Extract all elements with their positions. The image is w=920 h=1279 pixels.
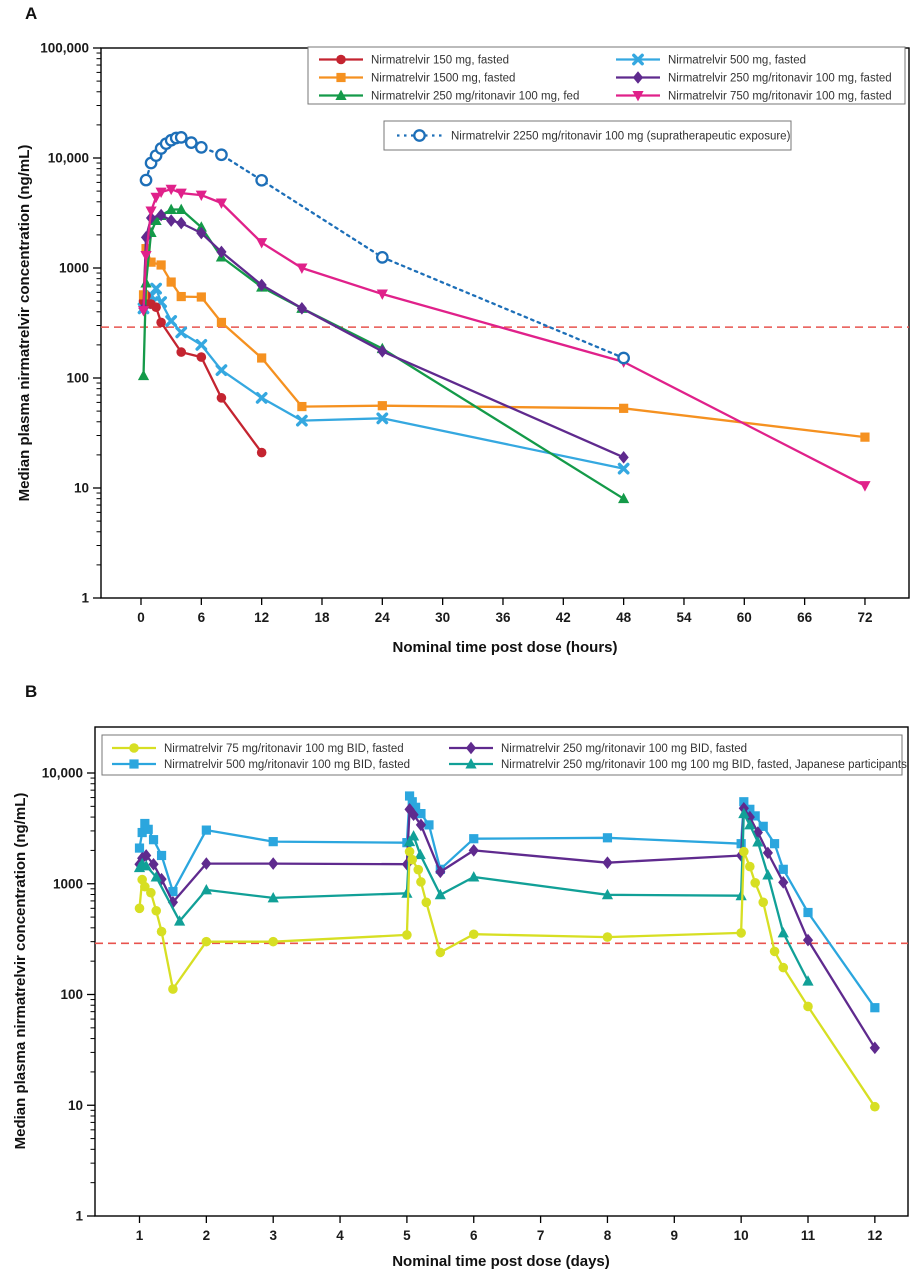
x-tick-label: 4 [336, 1228, 344, 1243]
legend-label: Nirmatrelvir 750 mg/ritonavir 100 mg, fa… [668, 91, 892, 103]
y-tick-label: 1000 [53, 876, 83, 891]
x-tick-label: 30 [435, 610, 450, 625]
legend: Nirmatrelvir 75 mg/ritonavir 100 mg BID,… [101, 734, 907, 776]
y-axis-title: Median plasma nirmatrelvir concentration… [12, 793, 29, 1150]
x-tick-label: 12 [254, 610, 269, 625]
x-axis-title: Nominal time post dose (hours) [392, 639, 617, 656]
series-4 [138, 208, 629, 464]
x-tick-label: 9 [671, 1228, 679, 1243]
legend-label: Nirmatrelvir 500 mg, fasted [668, 55, 806, 67]
legend-box [101, 734, 903, 776]
legend-box [307, 46, 906, 105]
series-0 [138, 290, 267, 458]
x-tick-label: 8 [604, 1228, 612, 1243]
x-tick-label: 5 [403, 1228, 411, 1243]
series-6 [139, 131, 630, 365]
y-tick-label: 1000 [59, 261, 89, 276]
x-tick-label: 24 [375, 610, 391, 625]
panel-b-label: B [25, 682, 38, 701]
panel-a-chart: 1 10 100 1000 10,000 100,000 0 6 12 18 24 30 36 42 48 5… [16, 41, 910, 656]
x-axis-title: Nominal time post dose (days) [392, 1253, 610, 1270]
x-tick-label: 6 [470, 1228, 478, 1243]
x-tick-label: 1 [136, 1228, 144, 1243]
legend-entry: Nirmatrelvir 1500 mg, fasted [319, 73, 515, 85]
series-5 [137, 184, 871, 492]
legend-label: Nirmatrelvir 250 mg/ritonavir 100 mg BID… [501, 743, 747, 755]
series-0 [134, 846, 880, 1112]
y-tick-label: 10 [74, 481, 89, 496]
series-line [138, 807, 876, 1049]
x-tick-label: 54 [676, 610, 692, 625]
x-tick-label: 66 [797, 610, 813, 625]
panel-a-label: A [25, 4, 38, 23]
legend-label: Nirmatrelvir 2250 mg/ritonavir 100 mg (s… [451, 131, 791, 143]
y-axis-title: Median plasma nirmatrelvir concentration… [16, 145, 33, 502]
legend-entry-supratherapeutic: Nirmatrelvir 2250 mg/ritonavir 100 mg (s… [383, 120, 792, 151]
legend-box [383, 120, 792, 151]
y-tick-label: 1 [75, 1209, 83, 1224]
x-tick-label: 36 [495, 610, 511, 625]
x-tick-label: 60 [737, 610, 752, 625]
y-tick-label: 10,000 [42, 766, 83, 781]
legend-label: Nirmatrelvir 500 mg/ritonavir 100 mg BID… [164, 759, 410, 771]
legend-entry: Nirmatrelvir 750 mg/ritonavir 100 mg, fa… [616, 91, 892, 103]
legend-label: Nirmatrelvir 1500 mg, fasted [371, 73, 515, 85]
y-tick-label: 10 [68, 1098, 83, 1113]
legend-label: Nirmatrelvir 250 mg/ritonavir 100 mg, fe… [371, 91, 579, 103]
x-tick-label: 3 [269, 1228, 277, 1243]
x-tick-label: 11 [801, 1228, 816, 1243]
x-tick-label: 48 [616, 610, 632, 625]
legend-entry: Nirmatrelvir 500 mg, fasted [616, 53, 806, 67]
x-tick-label: 10 [734, 1228, 749, 1243]
axes: 1 10 100 1000 10,000 100,000 0 6 12 18 24 30 36 42 48 5… [40, 41, 872, 626]
series-line [142, 188, 867, 487]
y-tick-label: 100,000 [40, 41, 89, 56]
x-tick-label: 2 [203, 1228, 211, 1243]
x-tick-label: 6 [198, 610, 206, 625]
x-tick-label: 12 [867, 1228, 882, 1243]
y-tick-label: 10,000 [48, 151, 89, 166]
legend-label: Nirmatrelvir 150 mg, fasted [371, 55, 509, 67]
legend-entry: Nirmatrelvir 250 mg/ritonavir 100 mg, fe… [319, 89, 579, 103]
x-tick-label: 7 [537, 1228, 545, 1243]
plot-border [94, 726, 909, 1217]
y-tick-label: 100 [60, 987, 83, 1002]
legend-entry: Nirmatrelvir 500 mg/ritonavir 100 mg BID… [112, 759, 410, 771]
x-tick-label: 72 [857, 610, 872, 625]
x-tick-label: 0 [137, 610, 145, 625]
y-tick-label: 1 [81, 591, 89, 606]
legend: Nirmatrelvir 150 mg, fasted Nirmatrelvir … [307, 46, 906, 151]
legend-entry: Nirmatrelvir 75 mg/ritonavir 100 mg BID,… [112, 743, 404, 755]
x-tick-label: 42 [556, 610, 571, 625]
legend-label: Nirmatrelvir 75 mg/ritonavir 100 mg BID,… [164, 743, 404, 755]
legend-entry: Nirmatrelvir 150 mg, fasted [319, 55, 509, 67]
series-3 [133, 807, 814, 986]
x-tick-label: 18 [314, 610, 330, 625]
legend-label: Nirmatrelvir 250 mg/ritonavir 100 mg, fa… [668, 73, 892, 85]
legend-entry: Nirmatrelvir 250 mg/ritonavir 100 mg, fa… [616, 71, 892, 85]
legend-entry: Nirmatrelvir 250 mg/ritonavir 100 mg 100… [449, 758, 907, 771]
series-1 [134, 791, 880, 1013]
legend-label: Nirmatrelvir 250 mg/ritonavir 100 mg 100… [501, 759, 907, 771]
series-line [138, 850, 876, 1108]
y-tick-label: 100 [66, 371, 89, 386]
